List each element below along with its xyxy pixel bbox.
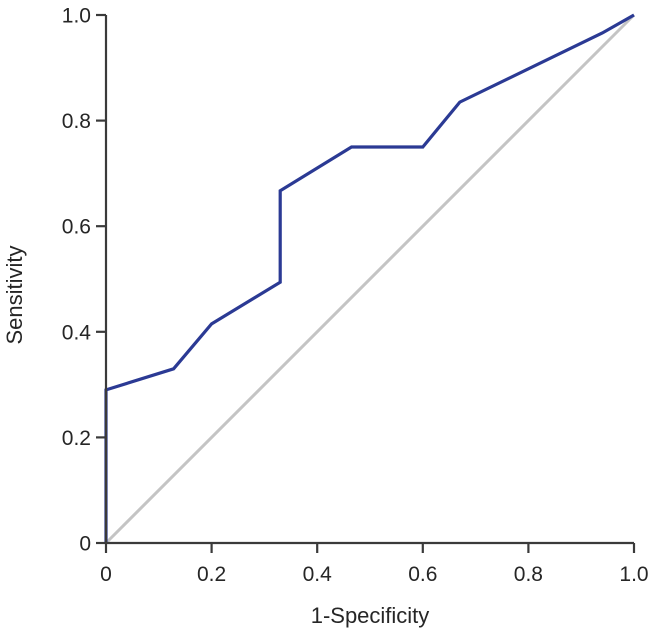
x-tick-label: 0.4 [303,563,333,586]
tick-labels: 0 0.2 0.4 0.6 0.8 1.0 0 0.2 0.4 0.6 0.8 1.0 [62,5,649,587]
y-tick-label: 0.4 [62,321,92,344]
x-tick-label: 0.6 [408,563,437,586]
y-tick-label: 1.0 [62,5,91,28]
x-tick-label: 0.2 [197,563,226,586]
y-tick-label: 0 [79,533,91,556]
x-tick-label: 0 [100,563,112,586]
y-axis-title: Sensitivity [2,245,27,344]
x-tick-label: 1.0 [619,563,648,586]
y-tick-label: 0.6 [62,216,91,239]
x-tick-label: 0.8 [514,563,543,586]
reference-diagonal-line [104,13,636,545]
y-tick-label: 0.8 [62,110,91,133]
axis-ticks [96,13,636,553]
series-lines [104,13,636,545]
x-axis-title: 1-Specificity [311,603,430,628]
roc-curve-line [104,13,635,543]
y-tick-label: 0.2 [62,427,91,450]
